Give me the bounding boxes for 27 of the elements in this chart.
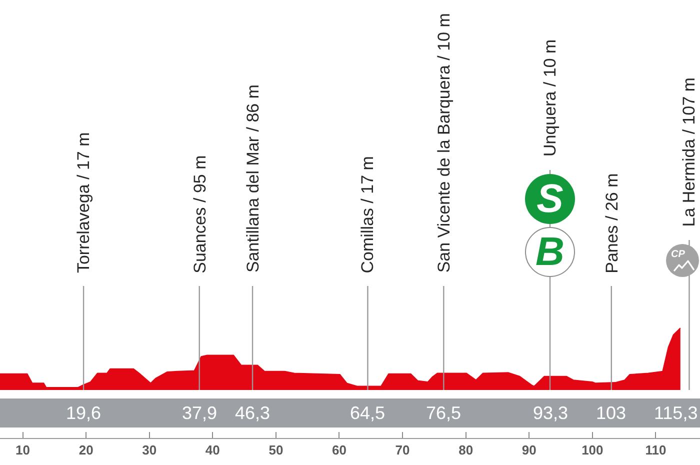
ref-line-label: Suances / 95 m	[190, 155, 210, 274]
ref-line-label: Unquera / 10 m	[540, 39, 560, 156]
x-tick-label: 20	[78, 442, 94, 458]
x2-tick-label: 76,5	[426, 403, 462, 423]
ref-line-label: Santillana del Mar / 86 m	[244, 84, 263, 273]
ref-line-label: La Hermida / 107 m	[680, 77, 699, 227]
ref-line-label: Torrelavega / 17 m	[74, 132, 94, 274]
x2-tick-label: 103	[596, 403, 626, 423]
x2-tick-label: 19,6	[66, 403, 102, 423]
x-tick-label: 50	[268, 442, 284, 458]
ref-line-label: Comillas / 17 m	[358, 156, 378, 274]
x2-tick-label: 46,3	[235, 403, 270, 423]
x-tick-label: 110	[645, 442, 666, 458]
x2-tick-label: 64,5	[350, 403, 386, 423]
ref-line-label: San Vicente de la Barquera / 10 m	[434, 13, 454, 273]
x2-tick-label: 37,9	[182, 403, 218, 423]
x-tick-label: 40	[205, 442, 220, 458]
x2-tick-label: 93,3	[533, 403, 568, 423]
x-tick-label: 80	[458, 442, 474, 458]
x-tick-label: 90	[522, 442, 536, 458]
x2-tick-label: 115,3	[654, 403, 698, 423]
ref-line-label: Panes / 26 m	[602, 173, 622, 274]
x-tick-label: 70	[395, 442, 410, 458]
x-tick-label: 60	[332, 442, 346, 458]
x-tick-label: 10	[16, 442, 30, 458]
x-tick-label: 100	[582, 442, 604, 458]
x-tick-label: 30	[142, 442, 157, 458]
